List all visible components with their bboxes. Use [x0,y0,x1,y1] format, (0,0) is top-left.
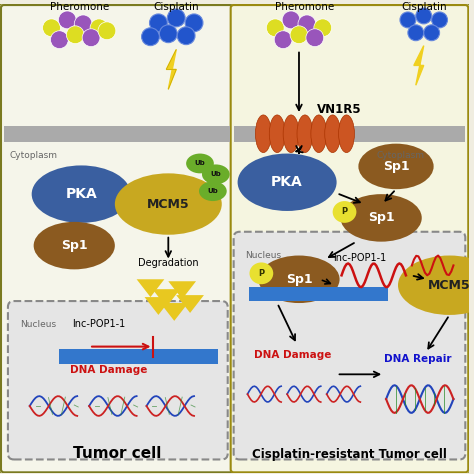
Text: Ub: Ub [195,160,205,166]
Circle shape [274,31,292,49]
Circle shape [432,12,447,28]
Circle shape [74,15,92,33]
Ellipse shape [258,255,339,303]
Polygon shape [153,289,180,307]
Circle shape [290,26,308,44]
Circle shape [306,29,324,46]
Circle shape [90,19,108,36]
Ellipse shape [341,194,422,242]
Circle shape [167,9,185,27]
Polygon shape [168,281,196,299]
Text: DNA Damage: DNA Damage [70,365,147,375]
Bar [249,287,388,301]
Text: Cytoplasm: Cytoplasm [10,151,58,160]
Circle shape [282,11,300,29]
Circle shape [298,15,316,33]
Bar [4,126,230,142]
Bar [234,126,465,142]
Circle shape [58,11,76,29]
Text: Cisplatin-resistant Tumor cell: Cisplatin-resistant Tumor cell [252,448,447,462]
Circle shape [149,14,167,32]
Text: Cisplatin: Cisplatin [401,2,447,12]
Bar [59,348,218,365]
Ellipse shape [199,181,227,201]
Circle shape [66,26,84,44]
Ellipse shape [32,165,131,223]
Circle shape [51,31,68,49]
Ellipse shape [255,115,271,153]
Text: Sp1: Sp1 [286,273,312,286]
FancyBboxPatch shape [0,3,470,474]
Circle shape [424,25,439,41]
Text: lnc-POP1-1: lnc-POP1-1 [333,254,386,264]
FancyBboxPatch shape [1,5,233,472]
Ellipse shape [333,201,356,223]
Circle shape [185,14,203,32]
Ellipse shape [338,115,355,153]
Circle shape [416,8,432,24]
Circle shape [408,25,424,41]
Polygon shape [166,50,176,89]
Text: MCM5: MCM5 [428,279,471,292]
Polygon shape [160,303,188,321]
Ellipse shape [115,173,222,235]
Polygon shape [176,295,204,313]
Ellipse shape [283,115,299,153]
Ellipse shape [237,154,337,211]
Polygon shape [145,297,172,315]
Text: P: P [258,269,264,278]
Ellipse shape [269,115,285,153]
Circle shape [98,22,116,40]
Text: lnc-POP1-1: lnc-POP1-1 [73,319,126,329]
Text: Pheromone: Pheromone [50,2,109,12]
Text: Ub: Ub [208,188,218,194]
Text: P: P [341,208,347,217]
Ellipse shape [358,144,434,189]
Text: Nucleus: Nucleus [20,320,56,329]
Ellipse shape [34,222,115,269]
Circle shape [82,29,100,46]
Text: Cisplatin: Cisplatin [154,2,199,12]
Text: Cytoplasm: Cytoplasm [376,151,424,160]
FancyBboxPatch shape [234,232,465,459]
Text: Degradation: Degradation [138,258,199,268]
Text: Sp1: Sp1 [383,160,410,173]
Ellipse shape [249,263,273,284]
Circle shape [400,12,416,28]
Text: Sp1: Sp1 [61,239,88,252]
Circle shape [43,19,60,36]
FancyBboxPatch shape [8,301,228,459]
Text: Pheromone: Pheromone [275,2,335,12]
Text: Tumor cell: Tumor cell [73,447,161,462]
Ellipse shape [311,115,327,153]
Text: VN1R5: VN1R5 [317,103,362,116]
Ellipse shape [202,164,230,184]
Text: Nucleus: Nucleus [246,251,282,260]
Text: Sp1: Sp1 [368,211,394,224]
Ellipse shape [398,255,474,315]
Ellipse shape [325,115,341,153]
Polygon shape [137,279,164,297]
Text: PKA: PKA [271,175,303,189]
Circle shape [177,27,195,45]
Text: DNA Damage: DNA Damage [255,350,332,361]
Circle shape [266,19,284,36]
Text: Ub: Ub [210,171,221,177]
Ellipse shape [297,115,313,153]
Circle shape [159,25,177,43]
Ellipse shape [186,154,214,173]
Polygon shape [414,46,424,85]
Text: DNA Repair: DNA Repair [384,355,452,365]
Circle shape [142,28,159,46]
Circle shape [314,19,332,36]
FancyBboxPatch shape [231,5,468,472]
Text: MCM5: MCM5 [147,198,190,210]
Text: PKA: PKA [65,187,97,201]
